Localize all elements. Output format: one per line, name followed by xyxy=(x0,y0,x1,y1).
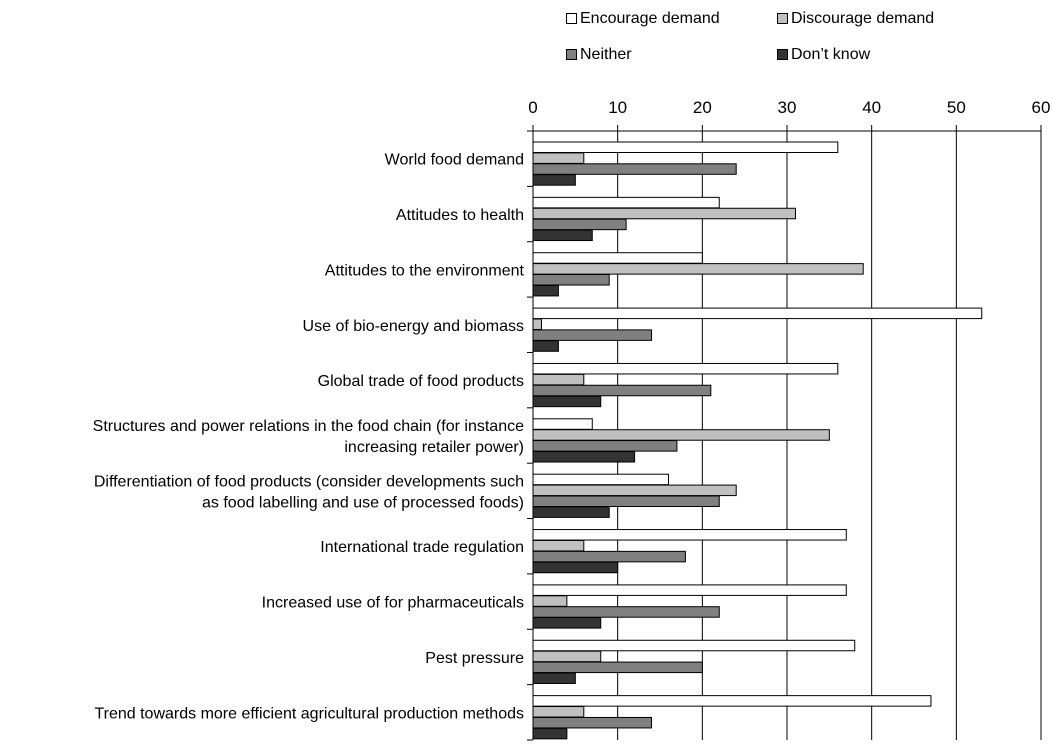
bar-neither xyxy=(532,716,653,729)
category-label: Global trade of food products xyxy=(318,373,524,390)
bar-neither xyxy=(532,329,653,341)
legend-label: Encourage demand xyxy=(580,10,720,27)
category-label: Attitudes to the environment xyxy=(325,262,525,279)
bar-neither xyxy=(532,384,712,397)
legend-item-encourage-demand: Encourage demand xyxy=(566,10,720,28)
legend-swatch xyxy=(777,49,788,60)
category-label: Structures and power relations in the fo… xyxy=(93,418,524,435)
category-label: Trend towards more efficient agricultura… xyxy=(94,705,524,722)
x-tick-label: 50 xyxy=(947,98,966,117)
bar-encourage-demand xyxy=(532,252,703,264)
bar-encourage-demand xyxy=(532,584,847,596)
bar-discourage-demand xyxy=(532,706,585,718)
bar-encourage-demand xyxy=(532,141,839,153)
category-label: Use of bio-energy and biomass xyxy=(303,318,524,335)
bar-neither xyxy=(532,218,627,231)
x-tick-label: 40 xyxy=(862,98,881,117)
legend-label: Discourage demand xyxy=(791,10,935,27)
category-label: International trade regulation xyxy=(320,539,524,556)
category-label: increasing retailer power) xyxy=(344,439,524,456)
legend-swatch xyxy=(777,13,788,24)
bar-encourage-demand xyxy=(532,362,839,375)
category-label: World food demand xyxy=(385,152,524,169)
bar-neither xyxy=(532,606,720,618)
bar-discourage-demand xyxy=(532,539,585,552)
bar-discourage-demand xyxy=(532,152,585,164)
bar-don-t-know xyxy=(532,174,576,186)
bar-encourage-demand xyxy=(532,473,669,486)
category-label: as food labelling and use of processed f… xyxy=(202,494,524,511)
bar-neither xyxy=(532,440,678,452)
bar-discourage-demand xyxy=(532,318,542,330)
category-label: Attitudes to health xyxy=(396,207,524,224)
x-tick-label: 10 xyxy=(608,98,627,117)
bar-discourage-demand xyxy=(532,595,568,607)
bar-discourage-demand xyxy=(532,207,796,220)
bar-encourage-demand xyxy=(532,695,932,707)
x-tick-label: 20 xyxy=(693,98,712,117)
bar-don-t-know xyxy=(532,727,568,740)
bar-discourage-demand xyxy=(532,650,602,663)
bar-neither xyxy=(532,495,720,507)
bar-don-t-know xyxy=(532,506,610,518)
bar-don-t-know xyxy=(532,340,559,352)
bar-don-t-know xyxy=(532,229,593,242)
legend-swatch xyxy=(566,13,577,24)
bar-discourage-demand xyxy=(532,484,737,497)
legend-swatch xyxy=(566,49,577,60)
bar-neither xyxy=(532,550,686,563)
category-label: Differentiation of food products (consid… xyxy=(94,473,524,490)
legend-label: Neither xyxy=(580,46,632,63)
bar-neither xyxy=(532,274,610,286)
bar-encourage-demand xyxy=(532,418,593,430)
bar-neither xyxy=(532,661,703,674)
legend-item-discourage-demand: Discourage demand xyxy=(777,10,934,28)
bar-don-t-know xyxy=(532,451,636,463)
bar-don-t-know xyxy=(532,617,602,629)
legend-label: Don’t know xyxy=(791,46,871,63)
bar-encourage-demand xyxy=(532,196,720,209)
bar-encourage-demand xyxy=(532,307,983,320)
bar-neither xyxy=(532,163,737,175)
bar-don-t-know xyxy=(532,561,619,574)
legend-item-neither: Neither xyxy=(566,46,632,64)
bar-don-t-know xyxy=(532,672,576,684)
legend-item-don-t-know: Don’t know xyxy=(777,46,870,64)
bar-don-t-know xyxy=(532,284,559,297)
bar-discourage-demand xyxy=(532,263,864,275)
bar-encourage-demand xyxy=(532,529,847,541)
category-label: Increased use of for pharmaceuticals xyxy=(262,595,524,612)
bar-don-t-know xyxy=(532,395,602,408)
x-tick-label: 60 xyxy=(1032,98,1051,117)
category-label: Pest pressure xyxy=(425,650,524,667)
x-tick-label: 30 xyxy=(778,98,797,117)
bar-discourage-demand xyxy=(532,373,585,386)
bar-discourage-demand xyxy=(532,429,830,441)
bar-encourage-demand xyxy=(532,639,856,652)
x-tick-label: 0 xyxy=(528,98,537,117)
